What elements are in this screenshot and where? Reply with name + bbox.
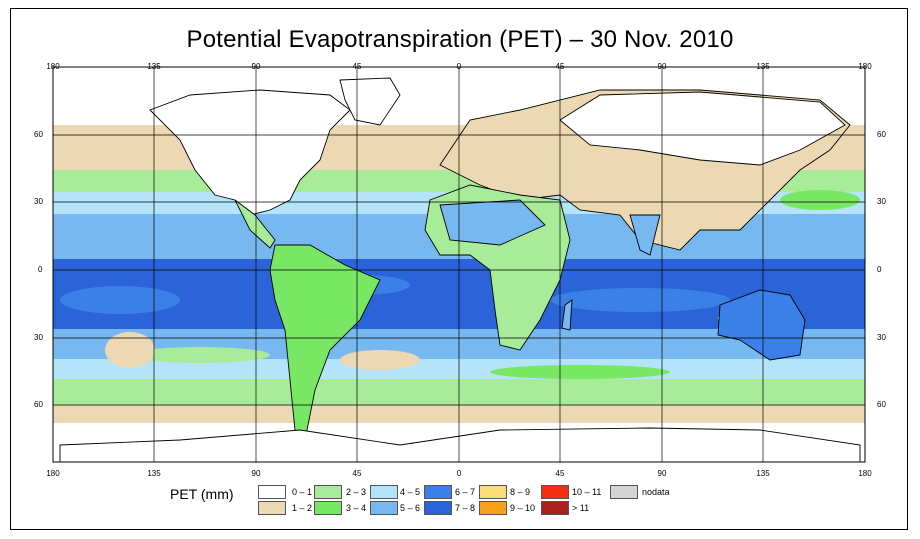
legend-label: 7 – 8 <box>455 503 476 513</box>
legend-swatch <box>370 501 398 515</box>
lon-label-bottom: 135 <box>756 469 770 478</box>
lon-label-top: 135 <box>756 62 770 71</box>
lon-label-top: 90 <box>657 62 667 71</box>
south-america <box>269 244 381 441</box>
legend-swatch <box>541 485 569 499</box>
lat-label-right: 60 <box>877 400 886 409</box>
lon-label-bottom: 180 <box>46 469 60 478</box>
lon-label-bottom: 90 <box>251 469 261 478</box>
map-title: Potential Evapotranspiration (PET) – 30 … <box>186 26 734 53</box>
lon-label-top: 45 <box>352 62 362 71</box>
legend-label: 5 – 6 <box>400 503 421 513</box>
legend-label: 10 – 11 <box>572 487 602 497</box>
lon-label-bottom: 45 <box>555 469 565 478</box>
lon-label-top: 180 <box>858 62 872 71</box>
lon-label-top: 90 <box>251 62 261 71</box>
legend-label: 2 – 3 <box>346 487 367 497</box>
asia-north <box>559 91 846 166</box>
legend-swatch <box>479 485 507 499</box>
legend-label: nodata <box>642 487 670 497</box>
legend-swatch <box>610 485 638 499</box>
graticule <box>52 66 866 463</box>
lon-label-top: 0 <box>456 62 462 71</box>
legend-title: PET (mm) <box>170 486 234 502</box>
legend-label: 8 – 9 <box>510 487 531 497</box>
legend-swatch <box>258 501 286 515</box>
sahara <box>439 199 546 246</box>
lat-label-left: 30 <box>34 333 43 342</box>
legend-label: 4 – 5 <box>400 487 421 497</box>
continents <box>59 77 861 463</box>
lon-label-top: 135 <box>147 62 161 71</box>
legend-swatch <box>424 485 452 499</box>
legend-swatch <box>314 501 342 515</box>
legend-swatch <box>258 485 286 499</box>
lat-label-right: 60 <box>877 130 886 139</box>
lon-label-bottom: 45 <box>352 469 362 478</box>
legend-swatch <box>541 501 569 515</box>
lon-label-bottom: 180 <box>858 469 872 478</box>
lat-label-right: 0 <box>877 265 882 274</box>
lat-label-left: 60 <box>34 130 43 139</box>
lat-label-left: 60 <box>34 400 43 409</box>
legend-swatch <box>370 485 398 499</box>
lat-label-left: 30 <box>34 197 43 206</box>
lon-label-bottom: 0 <box>456 469 462 478</box>
lon-label-top: 45 <box>555 62 565 71</box>
legend-label: 6 – 7 <box>455 487 476 497</box>
north-america <box>149 89 351 216</box>
legend-label: 0 – 1 <box>292 487 313 497</box>
legend-swatch <box>424 501 452 515</box>
lon-label-bottom: 135 <box>147 469 161 478</box>
australia <box>717 289 806 361</box>
lat-label-left: 0 <box>38 265 43 274</box>
lat-label-right: 30 <box>877 333 886 342</box>
madagascar <box>561 299 573 331</box>
lon-label-top: 180 <box>46 62 60 71</box>
greenland <box>339 77 401 126</box>
lon-label-bottom: 90 <box>657 469 667 478</box>
legend-label: 3 – 4 <box>346 503 367 513</box>
india <box>629 214 661 256</box>
central-america <box>234 199 276 249</box>
legend-label: > 11 <box>572 503 590 513</box>
legend-swatch <box>479 501 507 515</box>
legend-label: 1 – 2 <box>292 503 313 513</box>
legend-swatch <box>314 485 342 499</box>
legend-label: 9 – 10 <box>510 503 536 513</box>
lat-label-right: 30 <box>877 197 886 206</box>
